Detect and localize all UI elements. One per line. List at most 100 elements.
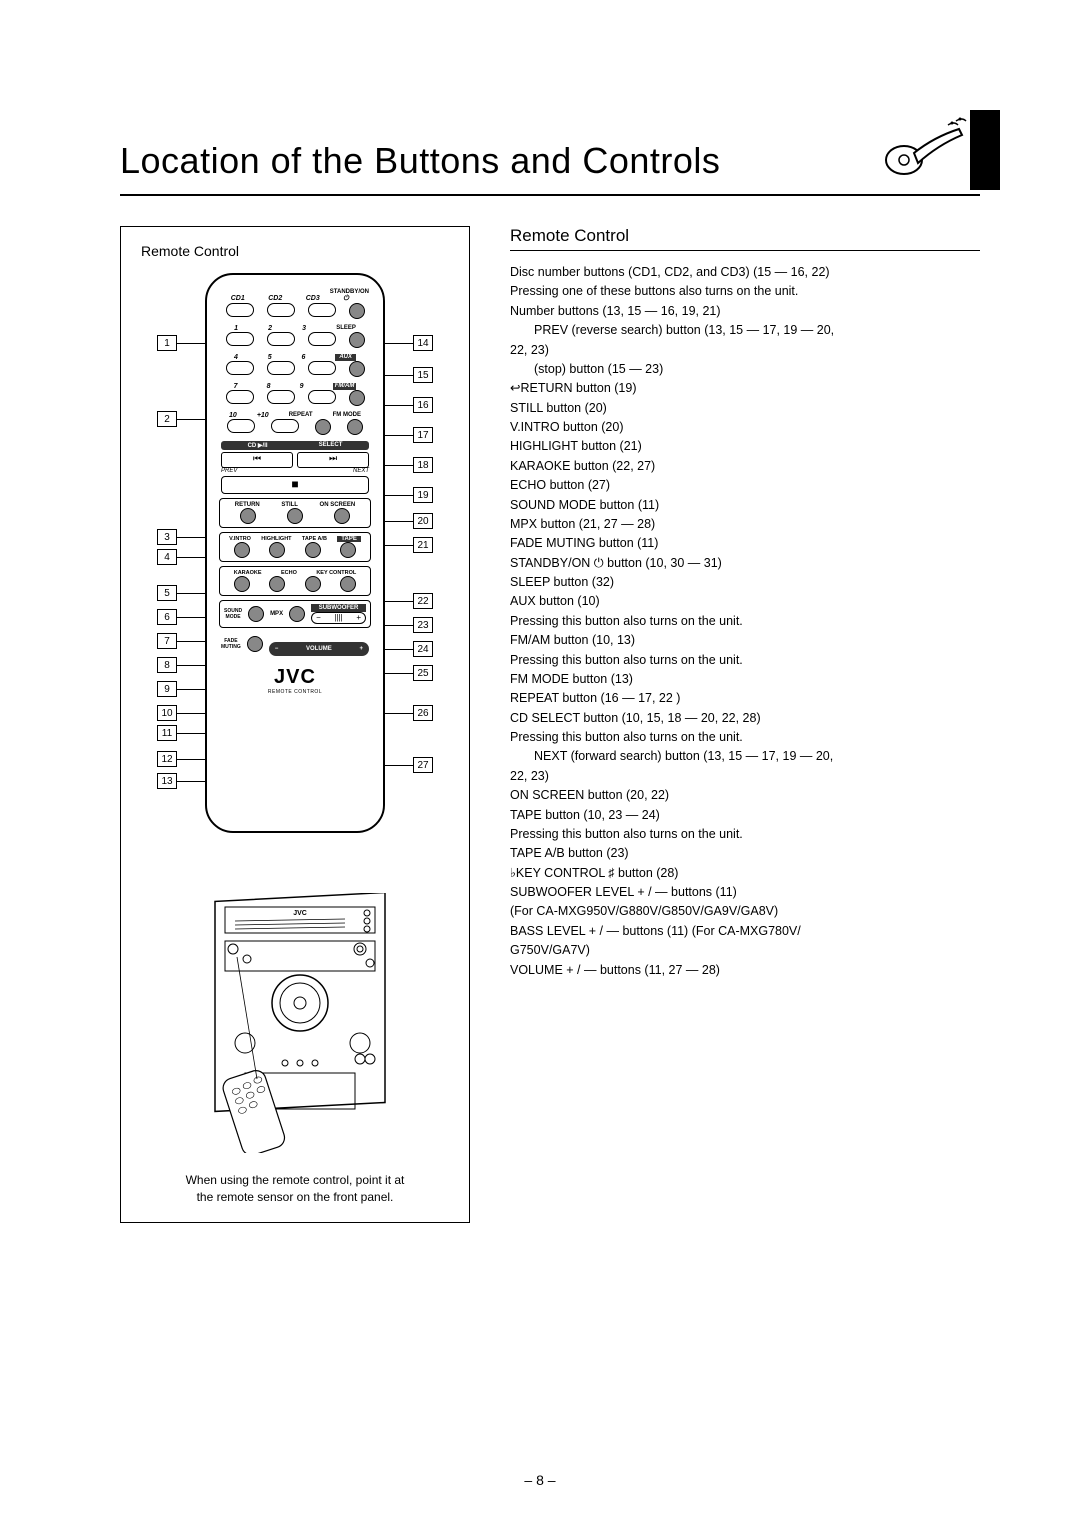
prev-button[interactable]: ⏮ <box>221 452 293 468</box>
desc-row-13: FADE MUTING button (11) <box>510 534 980 553</box>
n10-label: 10 <box>229 412 237 419</box>
num-8-button[interactable] <box>267 390 295 404</box>
desc-row-22: CD SELECT button (10, 15, 18 — 20, 22, 2… <box>510 709 980 728</box>
desc-row-0: Disc number buttons (CD1, CD2, and CD3) … <box>510 263 980 282</box>
onscreen-label: ON SCREEN <box>320 502 356 508</box>
soundmode-button[interactable] <box>248 606 264 622</box>
desc-row-32: BASS LEVEL + / — buttons (11) (For CA-MX… <box>510 922 980 941</box>
num-10-button[interactable] <box>227 419 255 433</box>
desc-row-3: PREV (reverse search) button (13, 15 — 1… <box>510 321 980 340</box>
keyflat-button[interactable] <box>305 576 321 592</box>
callout-right-17: 17 <box>385 427 433 443</box>
num-6-button[interactable] <box>308 361 336 375</box>
desc-row-7: V.INTRO button (20) <box>510 418 980 437</box>
volume-label: VOLUME <box>306 646 332 652</box>
desc-row-11: SOUND MODE button (11) <box>510 496 980 515</box>
tape-button[interactable] <box>340 542 356 558</box>
tapeab-button[interactable] <box>305 542 321 558</box>
callout-right-27: 27 <box>385 757 433 773</box>
callout-right-22: 22 <box>385 593 433 609</box>
num-2-button[interactable] <box>267 332 295 346</box>
num-5-button[interactable] <box>267 361 295 375</box>
select-label: SELECT <box>319 442 343 449</box>
n2-label: 2 <box>268 325 272 332</box>
next-button[interactable]: ⏭ <box>297 452 369 468</box>
desc-row-27: Pressing this button also turns on the u… <box>510 825 980 844</box>
n5-label: 5 <box>268 354 272 361</box>
callout-right-25: 25 <box>385 665 433 681</box>
desc-row-21: REPEAT button (16 — 17, 22 ) <box>510 689 980 708</box>
cd3-label: CD3 <box>306 295 320 303</box>
desc-row-6: STILL button (20) <box>510 399 980 418</box>
n8-label: 8 <box>267 383 271 390</box>
still-button[interactable] <box>287 508 303 524</box>
repeat-label: REPEAT <box>289 412 313 419</box>
return-section: RETURN STILL ON SCREEN <box>219 498 371 528</box>
remote-control-text: REMOTE CONTROL <box>207 689 383 695</box>
callout-right-14: 14 <box>385 335 433 351</box>
echo-button[interactable] <box>269 576 285 592</box>
subwoofer-label: SUBWOOFER <box>311 604 366 612</box>
desc-row-18: FM/AM button (10, 13) <box>510 631 980 650</box>
callout-left-9: 9 <box>157 681 205 697</box>
n1-label: 1 <box>234 325 238 332</box>
callout-right-21: 21 <box>385 537 433 553</box>
vol-minus-button[interactable]: − <box>275 646 279 652</box>
next-label: NEXT <box>353 468 369 474</box>
callout-right-24: 24 <box>385 641 433 657</box>
desc-row-26: TAPE button (10, 23 — 24) <box>510 806 980 825</box>
fmmode-button[interactable] <box>347 419 363 435</box>
num-4-button[interactable] <box>226 361 254 375</box>
cd1-button[interactable] <box>226 303 254 317</box>
desc-row-24: NEXT (forward search) button (13, 15 — 1… <box>510 747 980 766</box>
return-button[interactable] <box>240 508 256 524</box>
cd2-label: CD2 <box>268 295 282 303</box>
sub-minus-button[interactable]: − <box>316 613 321 623</box>
vol-plus-button[interactable]: + <box>359 646 363 652</box>
highlight-button[interactable] <box>269 542 285 558</box>
stop-button[interactable]: ■ <box>221 476 369 494</box>
fmam-button[interactable] <box>349 390 365 406</box>
desc-row-24-cont: 22, 23) <box>510 767 980 786</box>
desc-row-28: TAPE A/B button (23) <box>510 844 980 863</box>
desc-row-1: Pressing one of these buttons also turns… <box>510 282 980 301</box>
keysharp-button[interactable] <box>340 576 356 592</box>
prev-label: PREV <box>221 468 237 474</box>
aux-button[interactable] <box>349 361 365 377</box>
desc-row-10: ECHO button (27) <box>510 476 980 495</box>
sub-plus-button[interactable]: + <box>356 613 361 623</box>
karaoke-button[interactable] <box>234 576 250 592</box>
callout-right-18: 18 <box>385 457 433 473</box>
fmam-label: FM/AM <box>333 383 357 390</box>
callout-right-26: 26 <box>385 705 433 721</box>
repeat-button[interactable] <box>315 419 331 435</box>
num-1-button[interactable] <box>226 332 254 346</box>
cd3-button[interactable] <box>308 303 336 317</box>
num-3-button[interactable] <box>308 332 336 346</box>
num-7-button[interactable] <box>226 390 254 404</box>
onscreen-button[interactable] <box>334 508 350 524</box>
cdplay-label: CD ▶/II <box>248 442 268 449</box>
callout-left-5: 5 <box>157 585 205 601</box>
sleep-button[interactable] <box>349 332 365 348</box>
cd2-button[interactable] <box>267 303 295 317</box>
horn-graphic <box>884 110 1000 190</box>
desc-row-20: FM MODE button (13) <box>510 670 980 689</box>
keycontrol-label: KEY CONTROL <box>316 570 356 576</box>
mpx-label: MPX <box>270 611 283 617</box>
num-9-button[interactable] <box>308 390 336 404</box>
svg-text:JVC: JVC <box>293 910 307 917</box>
echo-label: ECHO <box>281 570 297 576</box>
desc-row-33: VOLUME + / — buttons (11, 27 — 28) <box>510 961 980 980</box>
standby-button[interactable] <box>349 303 365 319</box>
vintro-button[interactable] <box>234 542 250 558</box>
desc-row-31: (For CA-MXG950V/G880V/G850V/GA9V/GA8V) <box>510 902 980 921</box>
n4-label: 4 <box>234 354 238 361</box>
mpx-button[interactable] <box>289 606 305 622</box>
callout-right-16: 16 <box>385 397 433 413</box>
callout-right-23: 23 <box>385 617 433 633</box>
plus-10-button[interactable] <box>271 419 299 433</box>
n7-label: 7 <box>234 383 238 390</box>
desc-row-19: Pressing this button also turns on the u… <box>510 651 980 670</box>
fademuting-button[interactable] <box>247 636 263 652</box>
